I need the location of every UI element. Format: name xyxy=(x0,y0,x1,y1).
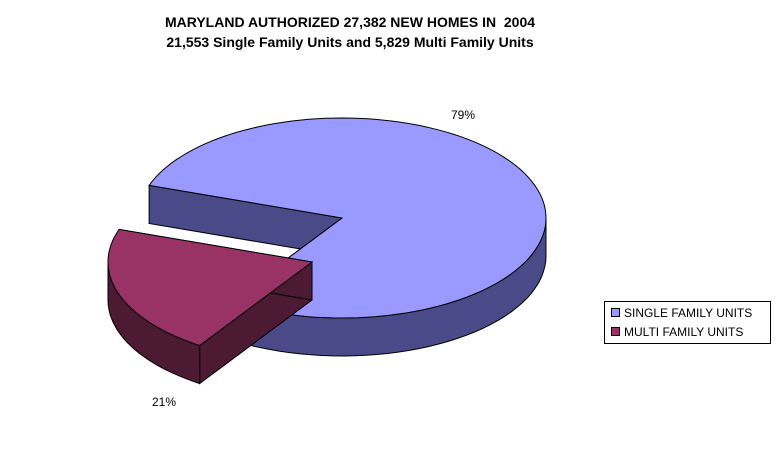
legend-label-multi-family: MULTI FAMILY UNITS xyxy=(624,325,744,339)
chart-subtitle: 21,553 Single Family Units and 5,829 Mul… xyxy=(166,34,534,50)
chart-title: MARYLAND AUTHORIZED 27,382 NEW HOMES IN … xyxy=(164,14,536,30)
legend-swatch-single-family xyxy=(611,308,620,318)
pie-slice-top xyxy=(107,228,314,347)
legend-label-single-family: SINGLE FAMILY UNITS xyxy=(624,306,753,320)
pie-label-multi-family: 21% xyxy=(152,395,176,409)
legend-item-multi-family: MULTI FAMILY UNITS xyxy=(611,324,743,340)
pie-slice-top xyxy=(148,117,547,319)
pie-slice-multi-family xyxy=(107,228,314,385)
chart-title-block: MARYLAND AUTHORIZED 27,382 NEW HOMES IN … xyxy=(0,12,700,52)
legend-swatch-multi-family xyxy=(611,327,620,337)
pie-label-single-family: 79% xyxy=(451,108,475,122)
legend-item-single-family: SINGLE FAMILY UNITS xyxy=(611,305,752,321)
legend: SINGLE FAMILY UNITS MULTI FAMILY UNITS xyxy=(604,301,771,344)
